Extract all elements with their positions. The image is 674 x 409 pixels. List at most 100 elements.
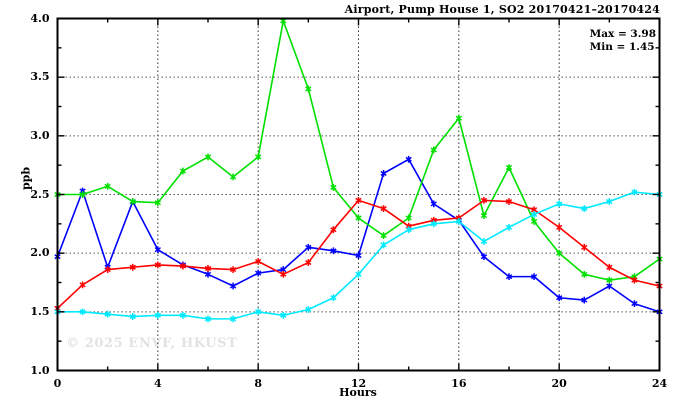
data-point-marker [179, 167, 187, 175]
marker-stroke [129, 264, 136, 270]
data-point-marker [255, 269, 262, 277]
marker-stroke [154, 200, 161, 206]
data-point-marker [229, 315, 237, 323]
marker-stroke [104, 311, 111, 317]
marker-stroke [229, 316, 237, 322]
marker-stroke [606, 264, 613, 270]
data-point-marker [229, 266, 237, 273]
marker-stroke [631, 301, 638, 307]
marker-stroke [581, 244, 588, 250]
data-point-marker [556, 200, 563, 208]
data-point-marker [330, 184, 337, 191]
data-point-marker [405, 226, 412, 234]
marker-stroke [330, 295, 337, 301]
marker-stroke [556, 295, 563, 301]
data-point-marker [380, 205, 387, 212]
x-tick-label: 0 [53, 376, 62, 390]
data-point-marker [631, 276, 638, 284]
x-tick-label: 4 [154, 376, 162, 390]
data-point-marker [606, 263, 613, 271]
marker-stroke [255, 309, 262, 315]
data-point-marker [505, 223, 513, 231]
marker-stroke [330, 227, 337, 233]
data-point-marker [154, 199, 161, 207]
y-tick-label: 1.5 [30, 304, 50, 318]
data-point-marker [556, 294, 563, 302]
marker-stroke [229, 174, 237, 180]
marker-stroke [405, 227, 412, 233]
marker-stroke [530, 218, 538, 225]
marker-stroke [480, 197, 488, 203]
data-point-marker [581, 243, 588, 251]
marker-stroke [430, 221, 437, 227]
data-series-20170423 [54, 196, 663, 312]
data-point-marker [556, 249, 563, 257]
data-point-marker [104, 310, 111, 318]
marker-stroke [280, 271, 287, 277]
marker-stroke [355, 197, 362, 203]
data-point-marker [79, 191, 86, 198]
data-point-marker [129, 263, 136, 271]
marker-stroke [79, 191, 86, 198]
data-point-marker [79, 308, 86, 316]
data-point-marker [480, 212, 488, 220]
marker-stroke [530, 274, 538, 280]
marker-stroke [204, 316, 212, 322]
data-point-marker [380, 169, 387, 177]
marker-stroke [280, 18, 287, 24]
data-point-marker [330, 247, 337, 255]
data-point-marker [430, 200, 437, 208]
data-series-20170422 [54, 17, 663, 284]
data-point-marker [129, 313, 136, 320]
marker-stroke [581, 297, 588, 303]
grid-lines [57, 18, 660, 371]
marker-stroke [330, 248, 337, 254]
data-point-marker [229, 282, 237, 290]
marker-stroke [581, 271, 588, 277]
marker-stroke [480, 213, 488, 219]
marker-stroke [355, 215, 362, 221]
data-point-marker [255, 153, 262, 161]
marker-stroke [530, 207, 538, 213]
axis-ticks [56, 17, 661, 372]
marker-stroke [255, 270, 262, 276]
data-point-marker [530, 218, 538, 225]
marker-stroke [405, 215, 412, 221]
data-point-marker [355, 252, 362, 259]
data-point-marker [455, 114, 462, 122]
marker-stroke [581, 206, 588, 212]
data-point-marker [430, 220, 437, 228]
x-tick-label: 20 [551, 376, 567, 390]
marker-stroke [154, 247, 161, 253]
marker-stroke [129, 198, 136, 205]
data-point-marker [480, 253, 488, 261]
marker-stroke [305, 244, 312, 250]
data-point-marker [455, 218, 462, 225]
data-point-marker [505, 198, 513, 205]
marker-stroke [556, 224, 563, 230]
data-point-marker [104, 266, 111, 273]
marker-stroke [104, 183, 111, 189]
data-point-marker [255, 257, 262, 265]
marker-stroke [204, 271, 212, 277]
data-point-marker [204, 315, 212, 323]
x-tick-label: 24 [651, 376, 668, 390]
data-point-marker [179, 311, 187, 319]
marker-stroke [405, 156, 412, 162]
marker-stroke [330, 184, 337, 191]
y-tick-label: 1.0 [30, 363, 50, 377]
marker-stroke [505, 274, 513, 280]
data-point-marker [556, 223, 563, 231]
marker-stroke [305, 86, 312, 92]
marker-stroke [280, 267, 287, 273]
y-tick-label: 2.5 [30, 187, 50, 201]
marker-stroke [255, 258, 262, 264]
marker-stroke [154, 262, 161, 268]
marker-stroke [305, 259, 312, 266]
marker-stroke [530, 211, 538, 218]
data-point-marker [380, 232, 387, 239]
data-point-marker [530, 211, 538, 218]
x-tick-label: 12 [350, 376, 367, 390]
data-point-marker [104, 182, 111, 190]
